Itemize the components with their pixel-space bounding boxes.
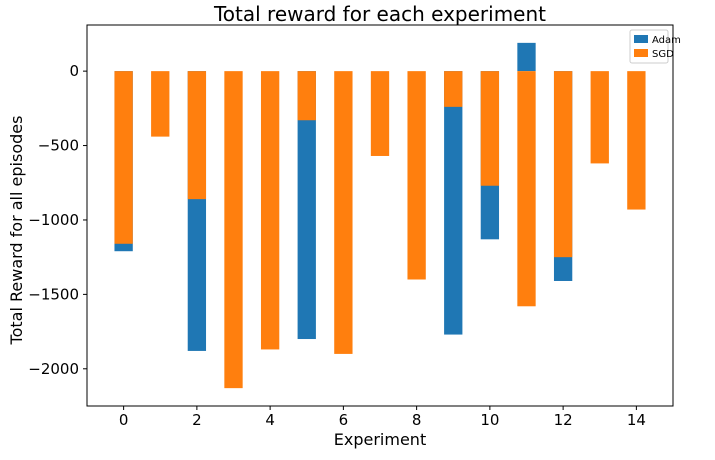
x-tick-label: 12 — [554, 411, 573, 429]
plot-frame — [86, 24, 674, 407]
bar-sgd-13 — [590, 71, 609, 164]
x-tick-label: 8 — [412, 411, 422, 429]
legend-swatch-adam — [634, 35, 648, 43]
x-tick-label: 10 — [480, 411, 499, 429]
x-tick-label: 2 — [192, 411, 202, 429]
x-tick-label: 14 — [627, 411, 646, 429]
bar-adam-11 — [517, 42, 536, 72]
bar-sgd-9 — [444, 71, 463, 107]
legend-swatch-sgd — [634, 49, 648, 57]
bar-sgd-8 — [407, 71, 426, 280]
bar-adam-5 — [297, 71, 316, 340]
bar-sgd-6 — [334, 71, 353, 354]
y-tick-label: −1500 — [28, 285, 79, 303]
x-tick-label: 0 — [119, 411, 129, 429]
bar-sgd-2 — [187, 71, 207, 200]
bar-sgd-10 — [480, 71, 500, 186]
x-axis-label: Experiment — [334, 430, 426, 449]
bar-sgd-5 — [297, 71, 316, 121]
bar-sgd-14 — [627, 71, 646, 210]
bar-sgd-1 — [151, 71, 170, 137]
bar-sgd-7 — [370, 71, 390, 156]
bar-sgd-4 — [260, 71, 280, 350]
bar-sgd-11 — [517, 71, 536, 307]
bar-adam-9 — [444, 71, 463, 335]
y-axis-label: Total Reward for all episodes — [7, 116, 26, 346]
chart-title: Total reward for each experiment — [213, 2, 546, 26]
legend-label-adam: Adam — [652, 35, 681, 46]
y-tick-label: −2000 — [28, 360, 79, 378]
x-tick-label: 6 — [339, 411, 349, 429]
bar-sgd-12 — [553, 71, 573, 258]
x-tick-label: 4 — [265, 411, 275, 429]
y-tick-label: −500 — [38, 137, 79, 155]
bar-sgd-0 — [114, 71, 133, 244]
y-tick-label: −1000 — [28, 211, 79, 229]
legend: Adam SGD — [629, 29, 681, 64]
axes-group: 0 2 4 6 8 10 12 14 0 −500 −1000 −1500 −2000 — [28, 24, 674, 429]
bars-group — [114, 42, 646, 389]
bar-sgd-3 — [224, 71, 243, 389]
legend-label-sgd: SGD — [652, 49, 674, 60]
y-tick-label: 0 — [69, 62, 79, 80]
